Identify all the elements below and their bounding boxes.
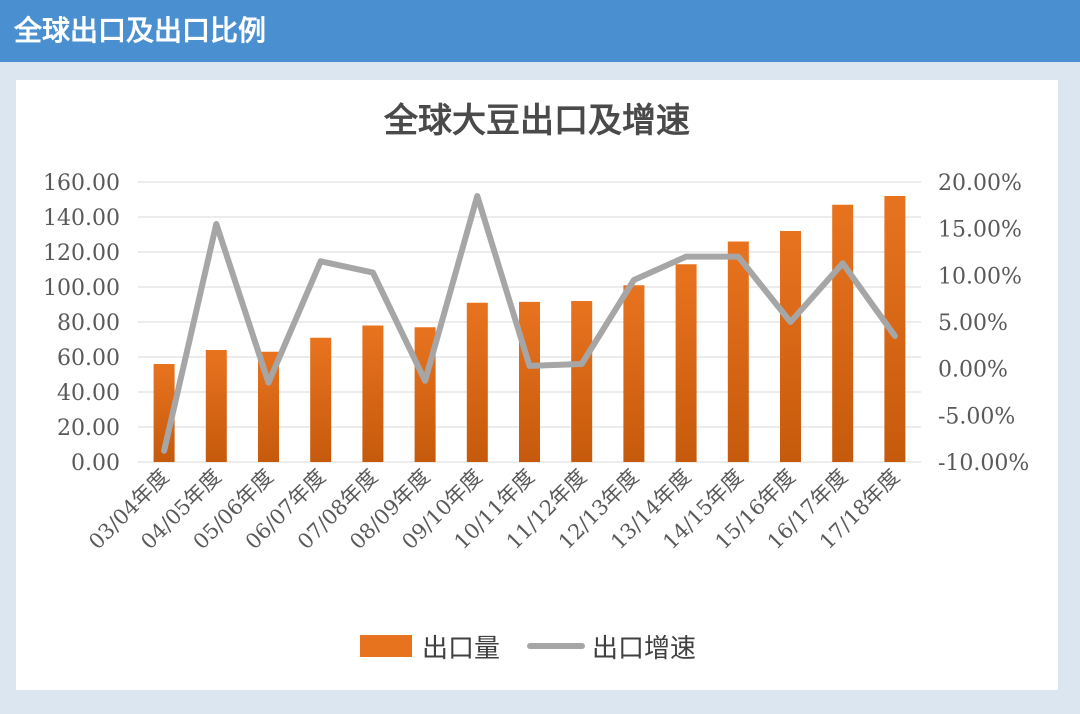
- y-tick-label: 120.00: [43, 241, 120, 266]
- y-tick-label: 100.00: [43, 276, 120, 301]
- bar-export-volume: [832, 204, 854, 462]
- legend-label-export-growth: 出口增速: [592, 634, 696, 664]
- bar-export-volume: [466, 302, 488, 462]
- x-axis: 03/04年度04/05年度05/06年度06/07年度07/08年度08/09…: [84, 465, 904, 554]
- bar-export-volume: [780, 231, 801, 462]
- bar-export-volume: [362, 325, 384, 462]
- growth-line-group: [161, 193, 898, 454]
- legend: 出口量 出口增速: [360, 634, 696, 664]
- chart-panel: 全球大豆出口及增速 0.00 20.00 40.00 60.00 80.00 100.00…: [16, 80, 1058, 690]
- y2-tick-label: 5.00%: [938, 311, 1008, 336]
- chart: 全球大豆出口及增速 0.00 20.00 40.00 60.00 80.00 100.00…: [43, 101, 1029, 664]
- bar-export-volume: [310, 337, 332, 462]
- bar-export-volume: [571, 301, 593, 462]
- header-title: 全球出口及出口比例: [14, 14, 267, 47]
- y-tick-label: 0.00: [71, 451, 120, 476]
- bar-export-volume: [623, 285, 645, 462]
- legend-swatch-export-volume: [360, 635, 412, 657]
- bar-export-volume: [258, 351, 279, 462]
- y-axis-right: -10.00% -5.00% 0.00% 5.00% 10.00% 15.00% 20.00…: [938, 171, 1029, 476]
- y-tick-label: 20.00: [57, 416, 120, 441]
- y-tick-label: 140.00: [43, 206, 120, 231]
- chart-title: 全球大豆出口及增速: [383, 101, 690, 141]
- y-tick-label: 80.00: [57, 311, 120, 336]
- header-bar: 全球出口及出口比例: [0, 0, 1080, 62]
- bar-export-volume: [205, 350, 227, 462]
- y-tick-label: 160.00: [43, 171, 120, 196]
- y2-tick-label: 20.00%: [938, 171, 1022, 196]
- y-tick-label: 40.00: [57, 381, 120, 406]
- bars: [153, 196, 906, 462]
- y2-tick-label: -5.00%: [938, 404, 1015, 429]
- bar-export-volume: [519, 301, 540, 462]
- bar-export-volume: [727, 241, 749, 462]
- y-tick-label: 60.00: [57, 346, 120, 371]
- y-axis-left: 0.00 20.00 40.00 60.00 80.00 100.00 120.00 140.…: [43, 171, 120, 476]
- y2-tick-label: 10.00%: [938, 264, 1022, 289]
- y2-tick-label: 15.00%: [938, 218, 1022, 243]
- bar-export-volume: [675, 264, 697, 462]
- y2-tick-label: -10.00%: [938, 451, 1029, 476]
- y2-tick-label: 0.00%: [938, 358, 1008, 383]
- bar-export-volume: [884, 196, 906, 462]
- legend-label-export-volume: 出口量: [422, 634, 500, 664]
